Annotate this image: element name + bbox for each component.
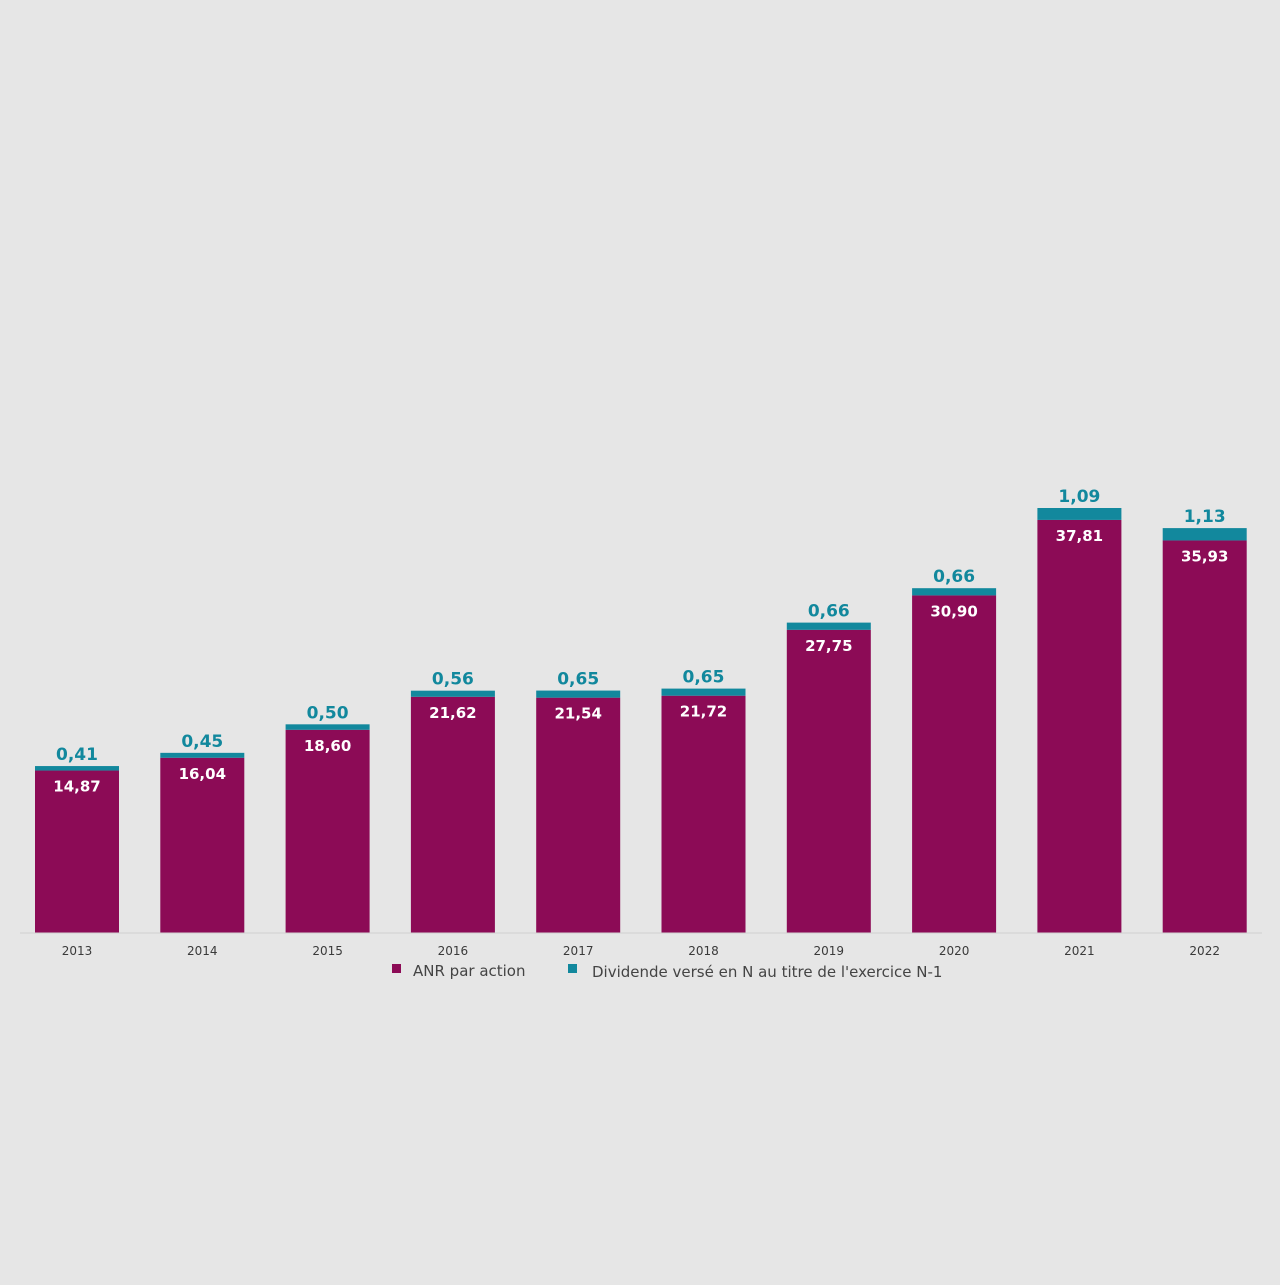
- data-label-anr-2014: 16,04: [179, 765, 226, 783]
- x-tick-2017: 2017: [563, 944, 594, 958]
- bar-anr-2020: [912, 595, 997, 933]
- data-label-anr-2017: 21,54: [554, 705, 601, 723]
- bar-dividende-2015: [285, 724, 370, 730]
- bar-anr-2022: [1162, 540, 1247, 933]
- data-label-anr-2021: 37,81: [1056, 527, 1103, 545]
- data-label-anr-2015: 18,60: [304, 737, 351, 755]
- data-label-dividende-2013: 0,41: [56, 745, 98, 765]
- legend-label-dividende: Dividende versé en N au titre de l'exerc…: [592, 963, 942, 981]
- legend-label-anr: ANR par action: [413, 962, 526, 980]
- bar-dividende-2016: [410, 690, 495, 697]
- data-label-dividende-2016: 0,56: [432, 670, 474, 690]
- data-label-dividende-2014: 0,45: [181, 732, 223, 752]
- bar-anr-2013: [35, 770, 119, 933]
- data-label-anr-2016: 21,62: [429, 704, 476, 722]
- data-label-anr-2013: 14,87: [53, 778, 100, 796]
- bar-anr-2019: [786, 629, 871, 933]
- bar-anr-2014: [160, 757, 245, 933]
- data-label-dividende-2021: 1,09: [1058, 487, 1100, 507]
- data-label-anr-2019: 27,75: [805, 637, 852, 655]
- bars-group: 14,87 0,41 16,04 0,45 18,60 0,50 21,62 0,56 21,5…: [35, 487, 1247, 933]
- x-tick-2022: 2022: [1189, 944, 1220, 958]
- data-label-dividende-2017: 0,65: [557, 670, 599, 690]
- data-label-dividende-2022: 1,13: [1184, 507, 1226, 527]
- data-label-anr-2020: 30,90: [930, 602, 977, 620]
- bar-dividende-2021: [1037, 508, 1122, 520]
- x-tick-2014: 2014: [187, 944, 218, 958]
- data-label-anr-2022: 35,93: [1181, 547, 1228, 565]
- bar-dividende-2020: [912, 588, 997, 596]
- x-tick-2016: 2016: [438, 944, 469, 958]
- x-tick-2021: 2021: [1064, 944, 1095, 958]
- bar-anr-2018: [661, 695, 746, 933]
- legend-swatch-anr: [392, 964, 401, 973]
- data-label-dividende-2015: 0,50: [307, 703, 349, 723]
- x-tick-2019: 2019: [814, 944, 845, 958]
- legend: ANR par action Dividende versé en N au t…: [392, 962, 942, 981]
- data-label-dividende-2018: 0,65: [683, 668, 725, 688]
- bar-dividende-2013: [35, 766, 119, 771]
- legend-swatch-dividende: [568, 964, 577, 973]
- data-label-dividende-2020: 0,66: [933, 567, 975, 587]
- x-tick-2013: 2013: [62, 944, 93, 958]
- x-axis-ticks: 2013 2014 2015 2016 2017 2018 2019 2020 2021 2022: [62, 944, 1220, 958]
- bar-dividende-2019: [786, 622, 871, 630]
- x-tick-2020: 2020: [939, 944, 970, 958]
- bar-dividende-2017: [536, 690, 621, 698]
- data-label-dividende-2019: 0,66: [808, 602, 850, 622]
- bar-dividende-2022: [1162, 528, 1247, 541]
- bar-anr-2017: [536, 697, 621, 933]
- bar-dividende-2014: [160, 752, 245, 758]
- x-tick-2018: 2018: [688, 944, 719, 958]
- bar-anr-2015: [285, 729, 370, 933]
- bar-anr-2021: [1037, 519, 1122, 933]
- bar-anr-2016: [410, 696, 495, 933]
- data-label-anr-2018: 21,72: [680, 703, 727, 721]
- bar-dividende-2018: [661, 688, 746, 696]
- x-tick-2015: 2015: [312, 944, 343, 958]
